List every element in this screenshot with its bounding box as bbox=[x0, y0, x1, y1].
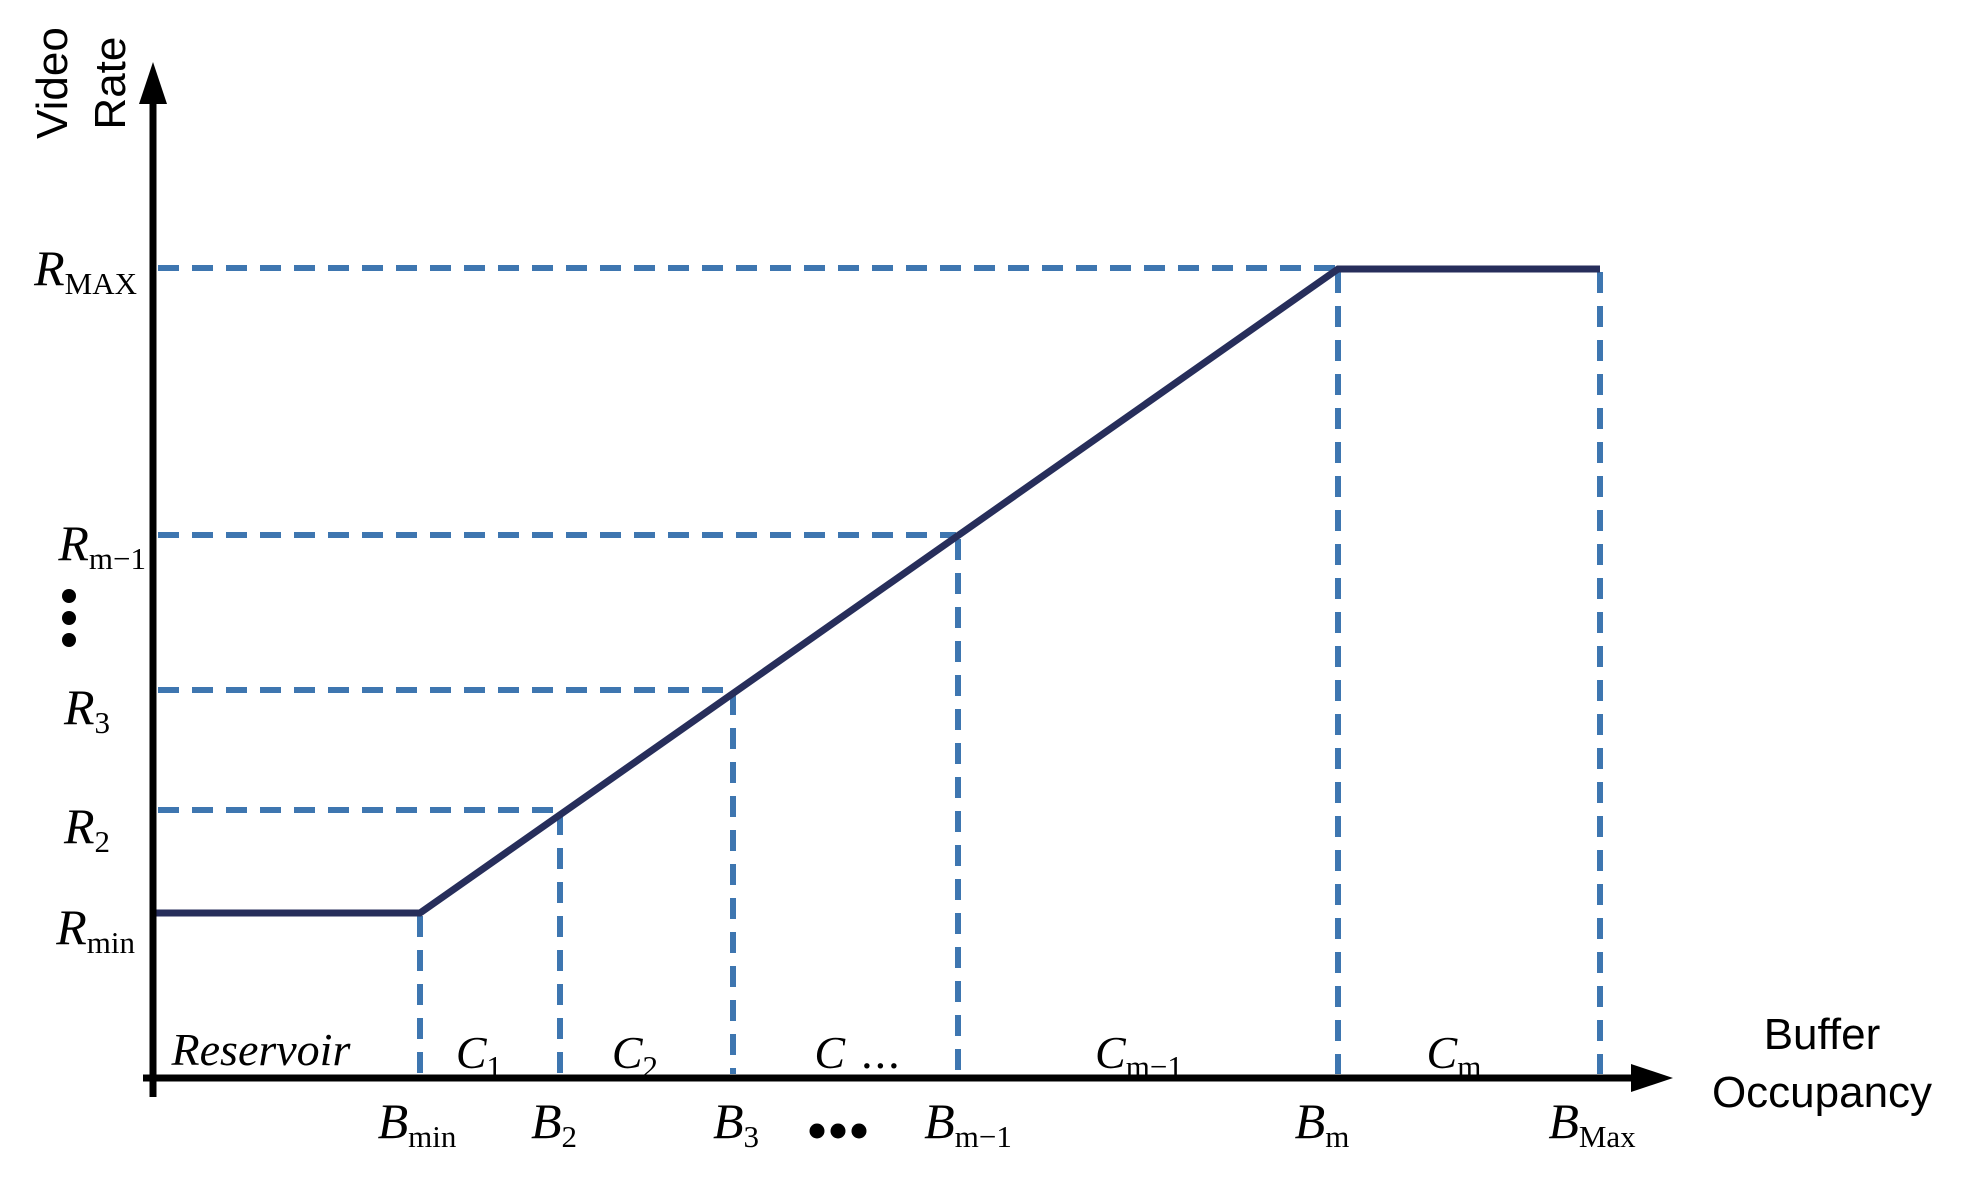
label-base: B bbox=[1294, 1093, 1326, 1149]
label-trail: ... bbox=[861, 1027, 902, 1078]
y-axis-title-line1: Video bbox=[27, 27, 77, 139]
dashed-guides-vertical bbox=[417, 272, 1603, 1074]
label-sub: m bbox=[1457, 1048, 1482, 1084]
vertical-ellipsis-icon bbox=[62, 589, 76, 647]
x-tick-label-bm: Bm bbox=[1294, 1093, 1350, 1152]
region-label-cm1: Cm−1 bbox=[1095, 1027, 1199, 1082]
axes bbox=[143, 92, 1645, 1097]
label-base: C bbox=[1095, 1027, 1126, 1078]
label-base: Reservoir bbox=[171, 1024, 351, 1075]
label-sub: Max bbox=[1578, 1118, 1636, 1154]
horizontal-ellipsis-icon bbox=[809, 1123, 867, 1139]
y-tick-label-r3: R3 bbox=[63, 679, 110, 738]
label-sub: 2 bbox=[94, 823, 111, 859]
y-axis-arrow-icon bbox=[139, 62, 167, 104]
label-base: B bbox=[1548, 1093, 1579, 1149]
label-base: C bbox=[1426, 1027, 1458, 1078]
label-base: C bbox=[611, 1027, 643, 1078]
label-base: B bbox=[377, 1093, 409, 1149]
y-axis-title: Video Rate bbox=[24, 0, 140, 213]
y-tick-label-rmax: RMAX bbox=[34, 240, 137, 299]
label-base: R bbox=[56, 899, 87, 955]
y-tick-label-rm1: Rm−1 bbox=[58, 515, 146, 574]
x-axis-title: Buffer Occupancy bbox=[1687, 1006, 1957, 1122]
y-tick-label-r2: R2 bbox=[63, 798, 110, 857]
x-tick-label-bmax: BMax bbox=[1548, 1093, 1635, 1152]
label-sub: m−1 bbox=[88, 540, 146, 576]
label-base: R bbox=[63, 798, 95, 854]
x-tick-label-bmin: Bmin bbox=[377, 1093, 457, 1152]
x-tick-label-b3: B3 bbox=[712, 1093, 759, 1152]
x-axis-title-line2: Occupancy bbox=[1711, 1068, 1933, 1118]
label-base: R bbox=[34, 240, 65, 296]
label-sub: m−1 bbox=[1125, 1048, 1183, 1084]
dashed-guides-horizontal bbox=[158, 265, 1336, 813]
region-label-reservoir: Reservoir bbox=[172, 1027, 367, 1073]
label-sub: 3 bbox=[94, 704, 111, 740]
label-sub: 3 bbox=[743, 1118, 760, 1154]
region-label-c2: C2 bbox=[611, 1027, 674, 1082]
label-base: B bbox=[530, 1093, 562, 1149]
region-label-cdots: C... bbox=[814, 1030, 901, 1076]
label-sub: MAX bbox=[64, 265, 137, 301]
rate-curve bbox=[155, 265, 1600, 917]
region-label-cm: Cm bbox=[1426, 1027, 1498, 1082]
region-label-c1: C1 bbox=[455, 1027, 518, 1082]
label-sub: 2 bbox=[642, 1048, 659, 1084]
y-axis-title-line2: Rate bbox=[86, 36, 135, 130]
label-sub: m bbox=[1325, 1118, 1350, 1154]
label-base: C bbox=[814, 1027, 846, 1078]
label-base: C bbox=[455, 1027, 487, 1078]
x-axis-title-line1: Buffer bbox=[1763, 1010, 1881, 1059]
label-base: R bbox=[63, 679, 95, 735]
label-sub: 2 bbox=[561, 1118, 578, 1154]
label-sub: min bbox=[408, 1118, 457, 1154]
x-tick-label-b2: B2 bbox=[530, 1093, 577, 1152]
x-tick-label-bm1: Bm−1 bbox=[924, 1093, 1012, 1152]
label-sub: m−1 bbox=[954, 1118, 1012, 1154]
x-axis-arrow-icon bbox=[1631, 1064, 1673, 1092]
label-base: B bbox=[712, 1093, 744, 1149]
y-tick-label-rmin: Rmin bbox=[56, 899, 135, 958]
label-base: R bbox=[58, 515, 89, 571]
label-sub: 1 bbox=[486, 1048, 503, 1084]
label-base: B bbox=[924, 1093, 955, 1149]
label-sub: min bbox=[86, 924, 135, 960]
